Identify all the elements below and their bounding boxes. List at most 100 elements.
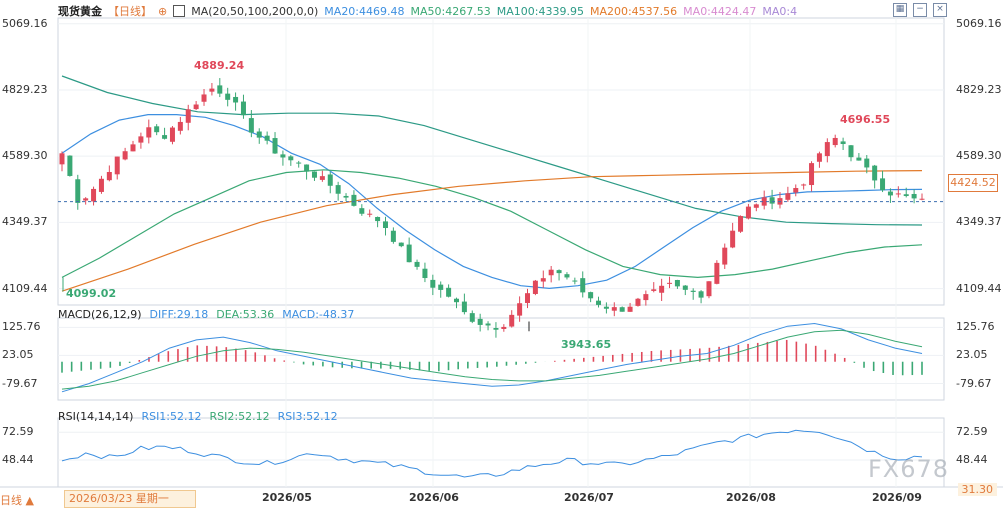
panel-frame bbox=[57, 17, 945, 306]
candle bbox=[564, 274, 570, 278]
candle bbox=[540, 278, 546, 282]
y-tick-label-left: 23.05 bbox=[2, 348, 34, 362]
y-tick-label-right: 4589.30 bbox=[956, 149, 1002, 163]
candle bbox=[588, 292, 594, 299]
candle bbox=[406, 244, 412, 263]
candle bbox=[351, 194, 357, 206]
candle bbox=[667, 282, 673, 284]
candle bbox=[493, 328, 499, 330]
candle bbox=[264, 135, 270, 141]
price-annotation: 4889.24 bbox=[194, 59, 245, 73]
candle bbox=[469, 313, 475, 322]
candle bbox=[627, 306, 633, 312]
ma-line-ma200 bbox=[61, 170, 923, 292]
macd-legend: MACD(26,12,9) DIFF:29.18 DEA:53.36 MACD:… bbox=[58, 308, 354, 321]
candle bbox=[335, 185, 341, 194]
candle bbox=[438, 284, 444, 290]
y-tick-label-right: 125.76 bbox=[956, 320, 995, 334]
close-icon[interactable]: × bbox=[933, 3, 947, 17]
candle bbox=[343, 195, 349, 198]
candle bbox=[714, 262, 720, 284]
candle bbox=[233, 96, 239, 103]
candle bbox=[138, 136, 144, 143]
candle bbox=[840, 141, 846, 145]
candle bbox=[98, 178, 104, 192]
candle bbox=[611, 307, 617, 311]
legend-period[interactable]: 【日线】 bbox=[108, 5, 152, 18]
y-tick-label-right: 4829.23 bbox=[956, 82, 1002, 96]
candle bbox=[296, 162, 302, 164]
legend-ma50: MA50:4267.53 bbox=[410, 4, 491, 18]
y-tick-label-left: -79.67 bbox=[2, 376, 38, 390]
candle bbox=[217, 85, 223, 94]
price-annotation: 4099.02 bbox=[66, 287, 117, 301]
minus-icon[interactable]: − bbox=[913, 3, 927, 17]
candle bbox=[209, 88, 215, 92]
candle bbox=[659, 285, 665, 293]
candle bbox=[769, 197, 775, 204]
price-annotation: 3943.65 bbox=[561, 338, 612, 352]
y-tick-label-left: 4829.23 bbox=[2, 82, 48, 96]
candle bbox=[67, 155, 73, 176]
legend-title: 现货黄金 bbox=[58, 5, 102, 18]
candle bbox=[880, 178, 886, 191]
candle bbox=[501, 326, 507, 329]
candle bbox=[288, 156, 294, 161]
y-tick-label-left: 125.76 bbox=[2, 320, 41, 334]
candle bbox=[461, 301, 467, 313]
candle bbox=[162, 135, 168, 139]
candle bbox=[91, 188, 97, 202]
candle bbox=[580, 278, 586, 293]
panel-frame bbox=[57, 417, 945, 488]
candle bbox=[509, 314, 515, 327]
grid-icon[interactable]: ▦ bbox=[893, 3, 907, 17]
candle bbox=[390, 230, 396, 242]
candle bbox=[635, 298, 641, 306]
candle bbox=[722, 247, 728, 265]
macd-dea: DEA:53.36 bbox=[216, 308, 275, 321]
candle bbox=[477, 318, 483, 325]
legend-ma100: MA100:4339.95 bbox=[496, 4, 584, 18]
candle bbox=[106, 172, 112, 181]
rsi3-value: RSI3:52.12 bbox=[277, 410, 338, 423]
y-tick-label-right: 4349.37 bbox=[956, 215, 1002, 229]
legend-ma20: MA20:4469.48 bbox=[324, 4, 405, 18]
ma-line-ma20 bbox=[61, 113, 923, 290]
ma-icon[interactable] bbox=[173, 5, 186, 17]
y-tick-label-left: 4589.30 bbox=[2, 149, 48, 163]
candle bbox=[146, 127, 152, 138]
legend-ma-label: MA(20,50,100,200,0,0) bbox=[191, 4, 319, 18]
candle bbox=[398, 242, 404, 247]
candle bbox=[911, 193, 917, 199]
candle bbox=[809, 163, 815, 186]
candle bbox=[643, 294, 649, 301]
rsi1-value: RSI1:52.12 bbox=[141, 410, 202, 423]
candle bbox=[430, 279, 436, 288]
candle bbox=[304, 164, 310, 172]
candle bbox=[59, 153, 65, 165]
candle bbox=[532, 280, 538, 294]
candle bbox=[753, 204, 759, 208]
settings-icon[interactable]: ⊕ bbox=[158, 4, 168, 18]
y-tick-label-right: -79.67 bbox=[956, 376, 992, 390]
main-legend: 现货黄金 【日线】 ⊕ MA(20,50,100,200,0,0) MA20:4… bbox=[58, 3, 797, 19]
candle bbox=[848, 145, 854, 158]
candle bbox=[201, 94, 207, 102]
macd-value: MACD:-48.37 bbox=[282, 308, 355, 321]
x-tick-label: 2026/09 bbox=[872, 491, 922, 504]
candle bbox=[793, 188, 799, 193]
y-tick-label-right: 23.05 bbox=[956, 348, 988, 362]
period-selector[interactable]: 日线 ▲ bbox=[0, 494, 34, 507]
y-tick-label-left: 72.59 bbox=[2, 425, 34, 439]
macd-dea-line bbox=[61, 329, 923, 390]
candle bbox=[154, 126, 160, 133]
y-tick-label-right: 72.59 bbox=[956, 425, 988, 439]
candle bbox=[280, 154, 286, 158]
candle bbox=[919, 198, 925, 200]
candle bbox=[375, 216, 381, 222]
macd-diff: DIFF:29.18 bbox=[149, 308, 209, 321]
x-tick-label: 2026/06 bbox=[409, 491, 459, 504]
candle bbox=[169, 127, 175, 142]
candle bbox=[761, 197, 767, 206]
